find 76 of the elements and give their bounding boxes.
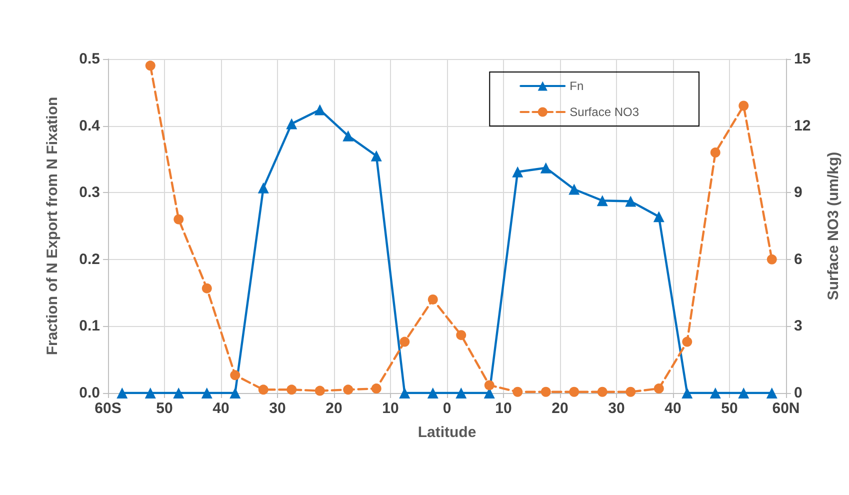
y-tick-label: 0.4 bbox=[79, 117, 101, 134]
x-tick-label: 20 bbox=[552, 400, 568, 417]
legend-label: Surface NO3 bbox=[570, 105, 640, 119]
point bbox=[653, 211, 664, 222]
point bbox=[625, 196, 636, 207]
point bbox=[314, 104, 326, 116]
point bbox=[286, 384, 297, 395]
point bbox=[258, 182, 269, 194]
point bbox=[710, 388, 721, 398]
y2-tick-label: 9 bbox=[794, 184, 802, 202]
point bbox=[314, 386, 325, 396]
point bbox=[568, 184, 580, 195]
point bbox=[343, 384, 354, 395]
point bbox=[399, 388, 410, 398]
point bbox=[682, 336, 692, 347]
point bbox=[738, 388, 750, 398]
x-tick-label: 40 bbox=[664, 400, 682, 417]
point bbox=[766, 254, 777, 264]
point bbox=[569, 386, 580, 397]
x-tick-label: 20 bbox=[326, 400, 342, 417]
y2-tick-label: 15 bbox=[794, 50, 811, 68]
x-tick-label: 30 bbox=[269, 400, 286, 417]
point bbox=[654, 384, 664, 394]
x-tick-label: 0 bbox=[442, 400, 452, 417]
y-tick-label: 0.5 bbox=[79, 50, 100, 68]
point bbox=[230, 370, 240, 380]
y2-tick-label: 0 bbox=[794, 384, 802, 402]
point bbox=[342, 130, 354, 142]
point bbox=[738, 100, 749, 111]
point bbox=[202, 283, 212, 294]
x-tick-label: 50 bbox=[721, 400, 738, 417]
legend-label: Fn bbox=[570, 79, 584, 93]
y-tick-label: 0.3 bbox=[79, 184, 100, 202]
point bbox=[710, 148, 720, 158]
point bbox=[484, 380, 494, 390]
point bbox=[512, 386, 523, 397]
x-axis-title: Latitude bbox=[418, 424, 476, 441]
y-tick-label: 0.0 bbox=[79, 384, 100, 402]
y-tick-label: 0.2 bbox=[79, 250, 100, 268]
point bbox=[456, 330, 466, 340]
x-tick-label: 40 bbox=[212, 400, 230, 417]
y2-tick-label: 6 bbox=[794, 250, 802, 268]
point bbox=[173, 388, 184, 398]
point bbox=[286, 118, 298, 130]
x-tick-label: 60N bbox=[772, 400, 800, 417]
point bbox=[371, 384, 382, 394]
point bbox=[400, 336, 410, 347]
x-tick-label: 60S bbox=[94, 400, 122, 417]
x-tick-label: 50 bbox=[156, 400, 173, 417]
point bbox=[456, 388, 467, 398]
point bbox=[626, 386, 636, 397]
point bbox=[682, 388, 693, 398]
point bbox=[144, 388, 156, 398]
point bbox=[597, 386, 608, 397]
point bbox=[145, 60, 156, 71]
point bbox=[512, 166, 524, 178]
x-tick-label: 10 bbox=[382, 400, 399, 417]
point bbox=[596, 195, 608, 206]
point bbox=[427, 388, 438, 398]
point bbox=[258, 384, 268, 395]
point bbox=[174, 214, 184, 224]
y2-tick-label: 12 bbox=[794, 117, 811, 134]
point bbox=[370, 150, 382, 162]
point bbox=[540, 162, 552, 174]
point bbox=[201, 388, 212, 398]
y-axis-title: Fraction of N Export from N Fixation bbox=[44, 96, 61, 356]
point bbox=[540, 386, 551, 397]
x-tick-label: 10 bbox=[495, 400, 512, 417]
point bbox=[428, 294, 438, 304]
point bbox=[116, 388, 128, 398]
y-tick-label: 0.1 bbox=[79, 318, 100, 335]
point bbox=[230, 388, 241, 398]
x-tick-label: 30 bbox=[608, 400, 625, 417]
y2-axis-title: Surface NO3 (um/kg) bbox=[825, 152, 842, 300]
y2-tick-label: 3 bbox=[794, 318, 802, 335]
point bbox=[766, 388, 778, 398]
